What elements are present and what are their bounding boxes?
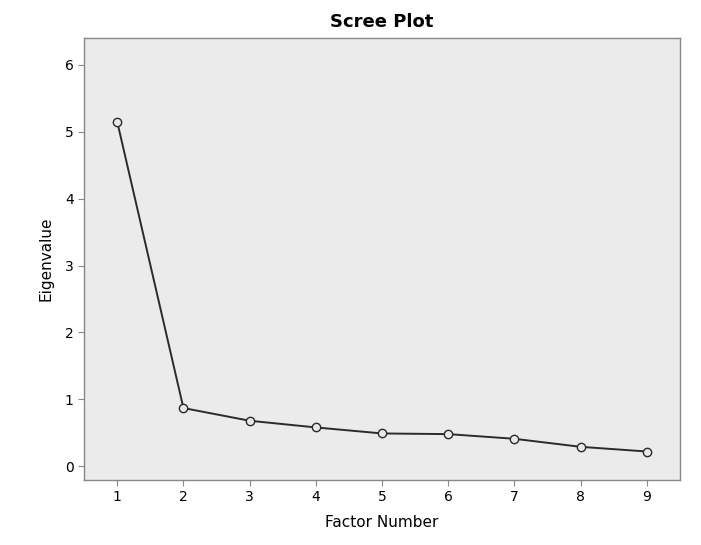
X-axis label: Factor Number: Factor Number [325,515,439,530]
Title: Scree Plot: Scree Plot [330,13,434,31]
Y-axis label: Eigenvalue: Eigenvalue [39,216,54,301]
